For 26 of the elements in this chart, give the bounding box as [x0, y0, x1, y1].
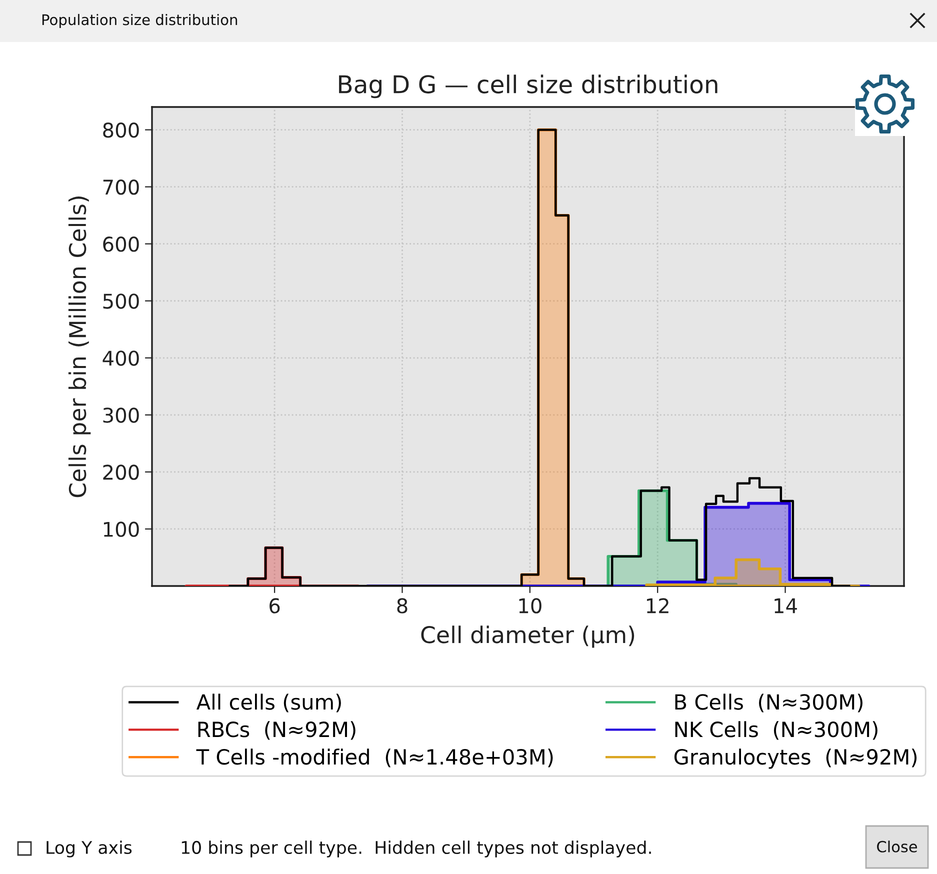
chart-title: Bag D G — cell size distribution	[339, 74, 718, 98]
legend-label: B Cells (N≈300M)	[675, 694, 862, 712]
y-tick-label: 400	[102, 350, 139, 366]
text: 10 bins per cell type. Hidden cell types not displayed.	[182, 840, 651, 858]
y-tick-label: 700	[103, 180, 139, 195]
legend-label: Granulocytes (N≈92M)	[674, 748, 917, 769]
x-tick-label: 10	[519, 598, 542, 614]
y-tick-label: 600	[103, 236, 139, 252]
text: Population size distribution	[42, 14, 238, 28]
y-tick-label: 800	[103, 122, 139, 138]
text: Close	[877, 840, 917, 852]
y-tick-label: 500	[103, 294, 139, 309]
text: Log Y axis	[46, 840, 132, 858]
x-axis-title: Cell diameter (µm)	[421, 626, 634, 648]
y-axis-title: Cells per bin (Million Cells)	[68, 196, 91, 498]
x-tick-label: 12	[646, 598, 668, 614]
y-tick-label: 300	[103, 408, 139, 423]
x-tick-label: 8	[397, 598, 408, 614]
y-tick-label: 100	[104, 522, 139, 537]
x-tick-label: 14	[774, 598, 797, 614]
legend-label: All cells (sum)	[196, 694, 341, 712]
legend-label: RBCs (N≈92M)	[198, 721, 356, 740]
legend-label: T Cells -modified (N≈1.48e+03M)	[196, 748, 553, 768]
y-tick-label: 200	[103, 464, 139, 480]
x-tick-label: 6	[270, 598, 280, 614]
legend-label: NK Cells (N≈300M)	[675, 721, 878, 740]
